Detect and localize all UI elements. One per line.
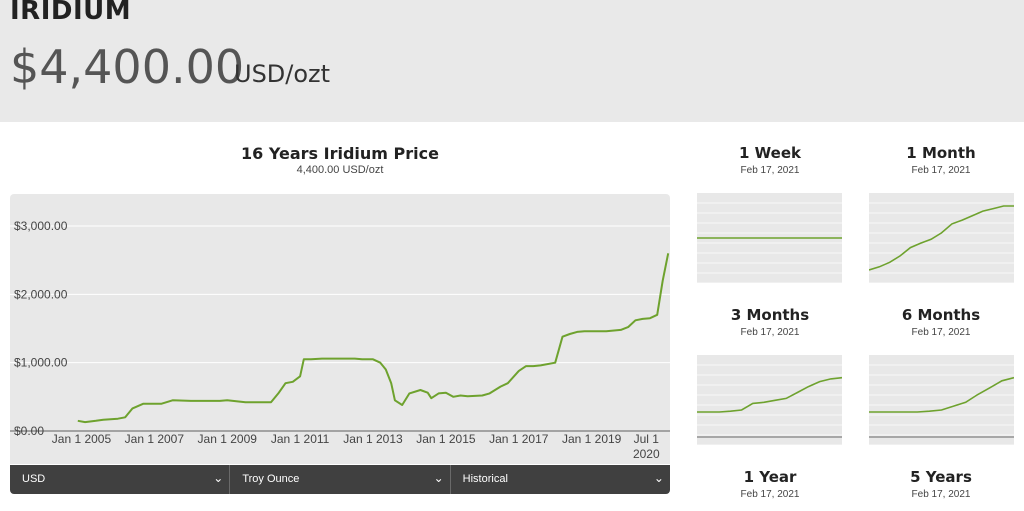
x-tick-label: Jan 1 2007: [125, 432, 185, 446]
chevron-down-icon: ⌄: [653, 471, 664, 485]
price-header: IRIDIUM $4,400.00 USD/ozt: [0, 0, 1024, 122]
mini-title-5-years[interactable]: 5 Years: [910, 468, 972, 486]
metal-name: IRIDIUM: [10, 0, 132, 26]
x-tick-label: Jan 1 2005: [52, 432, 112, 446]
y-tick-label: $2,000.00: [14, 287, 68, 301]
mini-date-3-months: Feb 17, 2021: [740, 327, 800, 338]
main-chart: $0.00 $1,000.00 $2,000.00 $3,000.00 Jan 1 20…: [10, 194, 670, 464]
chart-controls: USD ⌄ Troy Ounce ⌄ Historical ⌄: [10, 465, 670, 494]
x-tick-label: Jul 1: [634, 432, 660, 446]
mini-date-6-months: Feb 17, 2021: [911, 327, 971, 338]
mini-title-3-months[interactable]: 3 Months: [730, 306, 810, 324]
mini-series-line: [868, 205, 1014, 271]
y-tick-label: $3,000.00: [14, 219, 68, 233]
mini-chart-1-month[interactable]: [868, 193, 1014, 284]
mini-title-6-months[interactable]: 6 Months: [901, 306, 981, 324]
x-tick-label: Jan 1 2017: [489, 432, 549, 446]
weight-select[interactable]: Troy Ounce ⌄: [230, 465, 451, 494]
mini-chart-6-months[interactable]: [869, 355, 1015, 446]
mini-chart-3-months[interactable]: [697, 355, 843, 446]
mini-series-line: [697, 376, 843, 413]
price-series-line: [77, 253, 670, 424]
mini-title-1-year[interactable]: 1 Year: [743, 468, 797, 486]
range-select[interactable]: Historical ⌄: [451, 465, 670, 494]
main-chart-svg: $0.00 $1,000.00 $2,000.00 $3,000.00 Jan 1 20…: [10, 219, 670, 461]
price-unit: USD/ozt: [234, 60, 331, 88]
mini-date-1-year: Feb 17, 2021: [740, 489, 800, 500]
mini-date-1-month: Feb 17, 2021: [911, 165, 971, 176]
x-tick-label: Jan 1 2015: [416, 432, 476, 446]
currency-select-value: USD: [22, 473, 46, 485]
x-tick-label: Jan 1 2019: [562, 432, 622, 446]
mini-title-1-month[interactable]: 1 Month: [906, 144, 976, 162]
current-price: $4,400.00: [10, 40, 245, 94]
mini-date-1-week: Feb 17, 2021: [740, 165, 800, 176]
main-chart-title: 16 Years Iridium Price: [241, 144, 439, 163]
y-tick-label: $0.00: [14, 424, 44, 438]
currency-select[interactable]: USD ⌄: [10, 465, 231, 494]
x-tick-label: Jan 1 2013: [343, 432, 403, 446]
mini-chart-1-week[interactable]: [697, 193, 842, 284]
x-tick-label: Jan 1 2011: [271, 432, 330, 446]
mini-series-line: [869, 376, 1015, 413]
main-chart-subtitle: 4,400.00 USD/ozt: [296, 164, 384, 176]
x-tick-label: 2020: [633, 447, 660, 461]
mini-date-5-years: Feb 17, 2021: [911, 489, 971, 500]
chevron-down-icon: ⌄: [213, 471, 224, 485]
range-select-value: Historical: [462, 473, 508, 485]
chevron-down-icon: ⌄: [433, 471, 444, 485]
x-tick-label: Jan 1 2009: [198, 432, 258, 446]
y-tick-label: $1,000.00: [14, 356, 68, 370]
weight-select-value: Troy Ounce: [242, 473, 300, 485]
mini-title-1-week[interactable]: 1 Week: [739, 144, 801, 162]
